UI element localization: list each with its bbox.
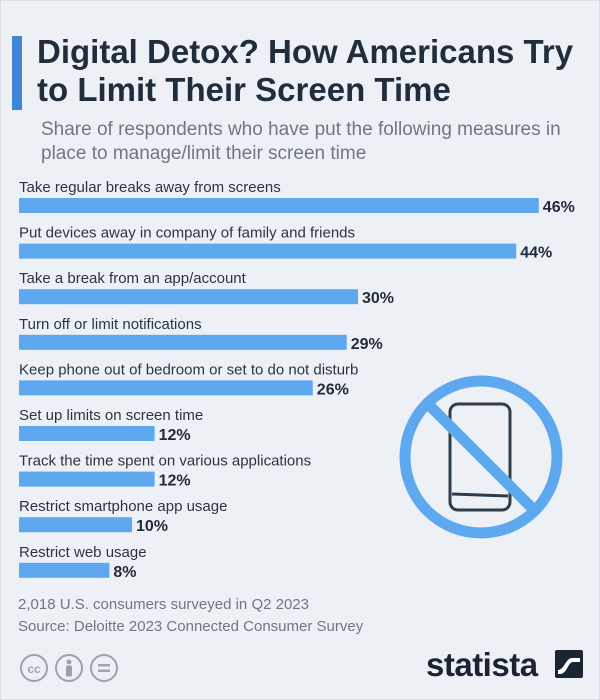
category-label: Restrict smartphone app usage xyxy=(19,498,227,515)
bar xyxy=(19,471,155,487)
license-badges: cc xyxy=(20,654,118,682)
value-label: 12% xyxy=(159,473,191,490)
value-label: 44% xyxy=(520,245,552,262)
bar xyxy=(19,198,539,213)
value-label: 46% xyxy=(543,199,575,216)
category-label: Restrict web usage xyxy=(19,544,147,561)
value-label: 30% xyxy=(362,290,394,307)
value-label: 12% xyxy=(159,427,191,444)
value-label: 8% xyxy=(113,564,136,581)
statista-wave-icon xyxy=(555,650,583,678)
category-label: Take a break from an app/account xyxy=(19,270,247,287)
chart-title: Digital Detox? How Americans Try to Limi… xyxy=(37,33,574,108)
value-label: 26% xyxy=(317,381,349,398)
value-label: 10% xyxy=(136,518,168,535)
source-note: Source: Deloitte 2023 Connected Consumer… xyxy=(18,618,364,635)
svg-text:cc: cc xyxy=(27,662,41,676)
person-icon xyxy=(55,654,83,682)
category-label: Take regular breaks away from screens xyxy=(19,179,281,196)
statista-logo: statista xyxy=(426,644,586,684)
brand-name: statista xyxy=(426,646,538,683)
bar xyxy=(19,380,313,396)
chart-subtitle: Share of respondents who have put the fo… xyxy=(41,119,561,164)
bar xyxy=(19,289,358,305)
cc-icon: cc xyxy=(20,654,48,682)
value-label: 29% xyxy=(351,336,383,353)
survey-note: 2,018 U.S. consumers surveyed in Q2 2023 xyxy=(18,596,309,613)
title-accent-bar xyxy=(12,36,22,110)
bar xyxy=(19,243,517,259)
category-label: Track the time spent on various applicat… xyxy=(19,453,311,470)
bar xyxy=(19,426,155,441)
no-smartphone-icon xyxy=(399,375,563,539)
category-label: Keep phone out of bedroom or set to do n… xyxy=(19,361,358,378)
bar xyxy=(19,517,132,533)
bar xyxy=(19,562,110,578)
equals-icon xyxy=(90,654,118,682)
category-label: Set up limits on screen time xyxy=(19,407,203,424)
category-label: Put devices away in company of family an… xyxy=(19,225,355,242)
bar xyxy=(19,334,347,350)
category-label: Turn off or limit notifications xyxy=(19,316,202,333)
